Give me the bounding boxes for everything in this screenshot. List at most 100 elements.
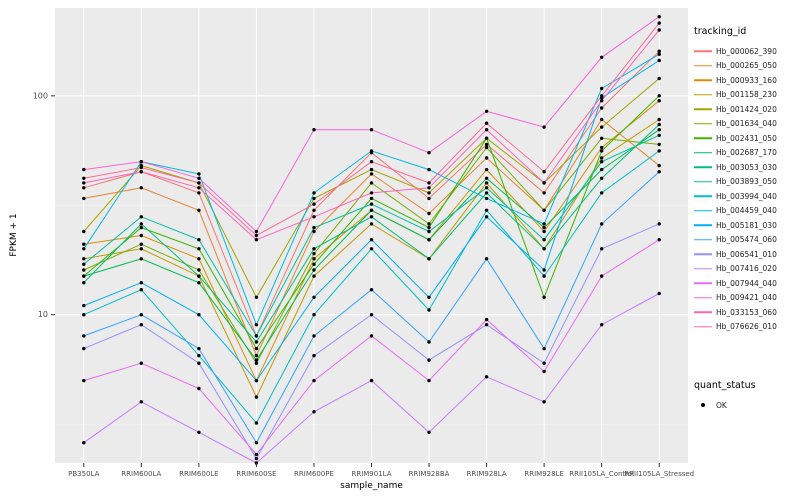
line-swatch-icon <box>694 147 712 159</box>
data-point <box>197 313 201 317</box>
data-point <box>542 125 546 129</box>
data-point <box>427 229 431 234</box>
data-point <box>197 281 201 285</box>
data-point <box>657 58 661 63</box>
data-point <box>600 125 604 129</box>
legend-title-quant-status: quant_status <box>694 380 756 391</box>
data-point <box>542 369 546 374</box>
data-point <box>254 395 259 399</box>
data-point <box>427 181 431 185</box>
data-point <box>312 410 316 414</box>
data-point <box>254 229 259 234</box>
x-tick-label: RRIM901LA <box>351 470 391 478</box>
data-point <box>657 170 661 174</box>
x-tick-label: RRIM600LE <box>179 470 219 478</box>
data-point <box>82 242 86 246</box>
line-swatch-icon <box>694 118 712 130</box>
data-point <box>139 165 143 170</box>
color-legend-items: Hb_000062_390 Hb_000265_050 Hb_000933_160 H… <box>694 44 798 334</box>
data-point <box>139 313 143 317</box>
quant-legend-item: OK <box>694 398 798 413</box>
data-point <box>197 238 201 242</box>
line-swatch-icon <box>694 190 712 202</box>
data-point <box>139 186 143 190</box>
data-point <box>542 222 546 226</box>
line-swatch-icon <box>694 103 712 115</box>
line-swatch-icon <box>694 306 712 318</box>
data-point <box>312 378 316 383</box>
data-point <box>139 400 143 404</box>
legend-item: Hb_009421_040 <box>694 291 798 306</box>
data-point <box>427 257 431 261</box>
data-point <box>82 268 86 272</box>
legend-item-label: Hb_003994_040 <box>716 191 777 201</box>
legend-item-label: Hb_007416_020 <box>716 264 777 274</box>
data-point <box>254 238 259 242</box>
data-point <box>657 142 661 147</box>
line-swatch-icon <box>694 176 712 188</box>
data-point <box>427 238 431 242</box>
line-swatch-icon <box>694 248 712 260</box>
data-point <box>312 225 316 230</box>
data-point <box>600 106 604 110</box>
data-point <box>657 222 661 226</box>
data-point <box>484 121 489 125</box>
data-point <box>139 242 143 246</box>
data-point <box>312 191 316 195</box>
data-point <box>369 160 374 164</box>
data-point <box>484 181 489 185</box>
legend-item-label: Hb_001634_040 <box>716 119 777 129</box>
x-tick-label: RRIM928LA <box>467 470 507 478</box>
data-point <box>82 257 86 261</box>
data-point <box>600 247 604 251</box>
data-point <box>542 238 546 242</box>
data-point <box>369 149 374 153</box>
data-point <box>139 160 143 164</box>
data-point <box>197 186 201 190</box>
data-point <box>82 334 86 338</box>
data-point <box>254 346 259 351</box>
data-point <box>254 353 259 358</box>
data-point <box>254 378 259 383</box>
data-point <box>600 191 604 195</box>
legend-item-label: Hb_076626_010 <box>716 322 777 332</box>
data-point <box>427 295 431 299</box>
data-point <box>427 222 431 226</box>
legend-item-label: Hb_000265_050 <box>716 61 777 71</box>
data-point <box>427 430 431 434</box>
data-point <box>139 361 143 365</box>
legend-item-label: Hb_002431_050 <box>716 133 777 143</box>
data-point <box>197 361 201 365</box>
data-point <box>427 378 431 383</box>
legend-item: Hb_076626_010 <box>694 320 798 335</box>
legend-item-label: Hb_001424_020 <box>716 104 777 114</box>
legend-item: Hb_001424_020 <box>694 102 798 117</box>
line-swatch-icon <box>694 132 712 144</box>
legend-title-tracking-id: tracking_id <box>694 26 747 37</box>
data-point <box>657 117 661 122</box>
legend-item: Hb_033153_060 <box>694 305 798 320</box>
legend-item: Hb_006541_010 <box>694 247 798 262</box>
data-point <box>312 268 316 272</box>
data-point <box>82 167 86 172</box>
data-point <box>600 167 604 172</box>
data-point <box>542 181 546 185</box>
data-point <box>254 358 259 362</box>
data-point <box>600 145 604 150</box>
data-point <box>369 208 374 212</box>
data-point <box>542 361 546 365</box>
data-point <box>657 128 661 132</box>
data-point <box>600 99 604 103</box>
legend-item: Hb_004459_040 <box>694 204 798 219</box>
data-point <box>197 181 201 185</box>
data-point <box>542 191 546 195</box>
data-point <box>82 196 86 201</box>
data-point <box>600 323 604 327</box>
data-point <box>369 128 374 132</box>
data-point <box>369 288 374 292</box>
line-swatch-icon <box>694 60 712 72</box>
data-point <box>427 151 431 155</box>
data-point <box>82 262 86 266</box>
data-point <box>600 117 604 122</box>
